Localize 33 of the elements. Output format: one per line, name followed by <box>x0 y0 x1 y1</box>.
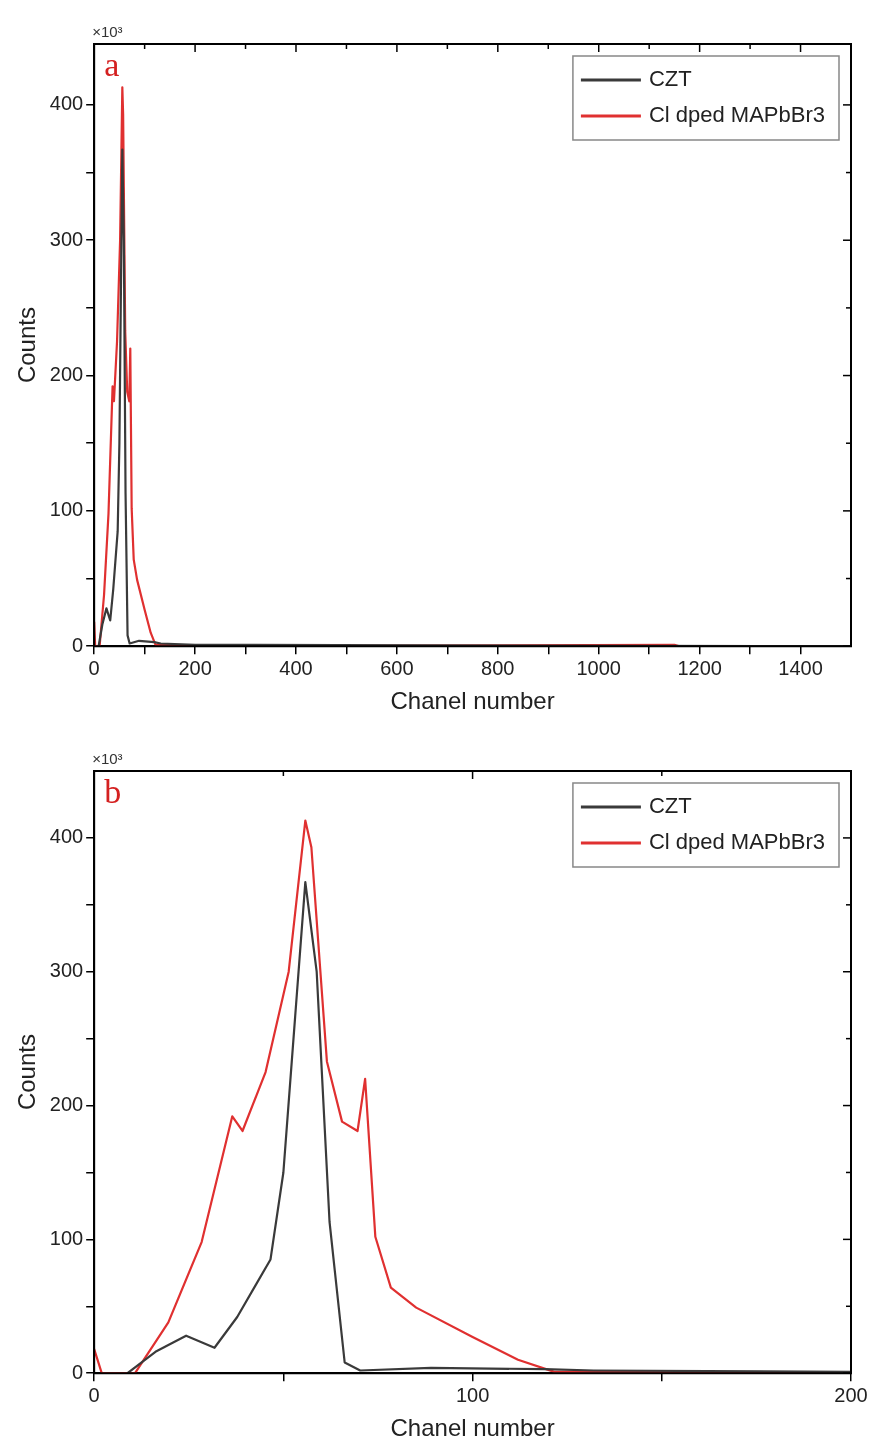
y-tick-label: 400 <box>49 92 84 115</box>
y-tick-label: 200 <box>49 1093 84 1116</box>
annotation: b <box>104 772 122 810</box>
text: ×10³ <box>92 22 123 40</box>
y-tick-label: 0 <box>72 633 84 656</box>
x-tick-label: 1200 <box>677 656 722 679</box>
x-tick-label: 0 <box>88 656 100 679</box>
x-tick-label: 800 <box>481 656 515 679</box>
x-tick-label: 1400 <box>778 656 823 679</box>
x-tick-label: 0 <box>88 1383 100 1406</box>
legend-label: Cl dped MAPbBr3 <box>648 102 826 128</box>
x-tick-label: 400 <box>279 656 313 679</box>
y-tick-label: 100 <box>49 498 84 521</box>
x-axis-title: Chanel number <box>390 687 555 715</box>
x-tick-label: 100 <box>455 1383 490 1406</box>
legend-label: CZT <box>648 793 692 819</box>
x-axis-title: Chanel number <box>390 1414 555 1442</box>
x-tick-label: 600 <box>380 656 414 679</box>
x-tick-label: 200 <box>178 656 212 679</box>
y-tick-label: 400 <box>49 825 84 848</box>
x-tick-label: 200 <box>834 1383 868 1406</box>
text: ×10³ <box>92 749 123 767</box>
legend-label: CZT <box>648 66 692 92</box>
y-tick-label: 300 <box>49 959 84 982</box>
legend-label: Cl dped MAPbBr3 <box>648 829 826 855</box>
y-tick-label: 300 <box>49 227 84 250</box>
x-tick-label: 1000 <box>576 656 621 679</box>
y-tick-label: 0 <box>72 1360 84 1383</box>
y-tick-label: 200 <box>49 363 84 386</box>
y-tick-label: 100 <box>49 1226 84 1249</box>
y-axis-title: Counts <box>13 307 41 384</box>
y-axis-title: Counts <box>13 1034 41 1111</box>
annotation: a <box>104 45 120 83</box>
